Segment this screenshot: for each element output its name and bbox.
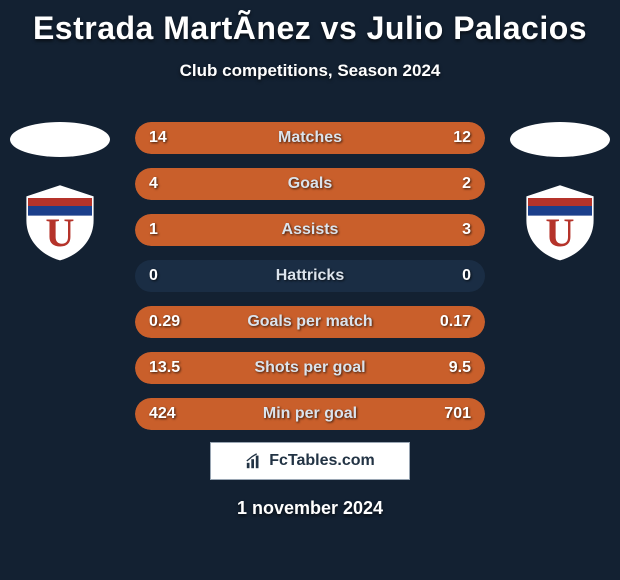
player2-name: Julio Palacios [367, 10, 587, 46]
stat-label: Shots per goal [135, 359, 485, 377]
stat-label: Goals per match [135, 313, 485, 331]
brand-text: FcTables.com [269, 452, 375, 470]
stat-row: 13Assists [135, 214, 485, 246]
player2-avatar-placeholder [510, 122, 610, 157]
stat-row: 00Hattricks [135, 260, 485, 292]
vs-separator: vs [321, 10, 358, 46]
player1-avatar-placeholder [10, 122, 110, 157]
stats-panel: 1412Matches 42Goals 13Assists 00Hattricks 0.… [135, 122, 485, 444]
club-shield-icon: U [20, 182, 100, 262]
stat-label: Hattricks [135, 267, 485, 285]
stat-row: 0.290.17Goals per match [135, 306, 485, 338]
player2-club-badge: U [520, 182, 600, 262]
date-text: 1 november 2024 [0, 498, 620, 519]
svg-text:U: U [46, 210, 75, 255]
svg-text:U: U [546, 210, 575, 255]
stat-label: Matches [135, 129, 485, 147]
stat-row: 42Goals [135, 168, 485, 200]
player1-club-badge: U [20, 182, 100, 262]
subtitle: Club competitions, Season 2024 [0, 61, 620, 81]
stat-row: 424701Min per goal [135, 398, 485, 430]
chart-icon [245, 452, 263, 470]
stat-row: 1412Matches [135, 122, 485, 154]
stat-label: Goals [135, 175, 485, 193]
brand-badge[interactable]: FcTables.com [210, 442, 410, 480]
stat-label: Assists [135, 221, 485, 239]
page-title: Estrada MartÃ­nez vs Julio Palacios [0, 0, 620, 47]
player1-name: Estrada MartÃ­nez [33, 10, 311, 46]
club-shield-icon: U [520, 182, 600, 262]
stat-row: 13.59.5Shots per goal [135, 352, 485, 384]
stat-label: Min per goal [135, 405, 485, 423]
